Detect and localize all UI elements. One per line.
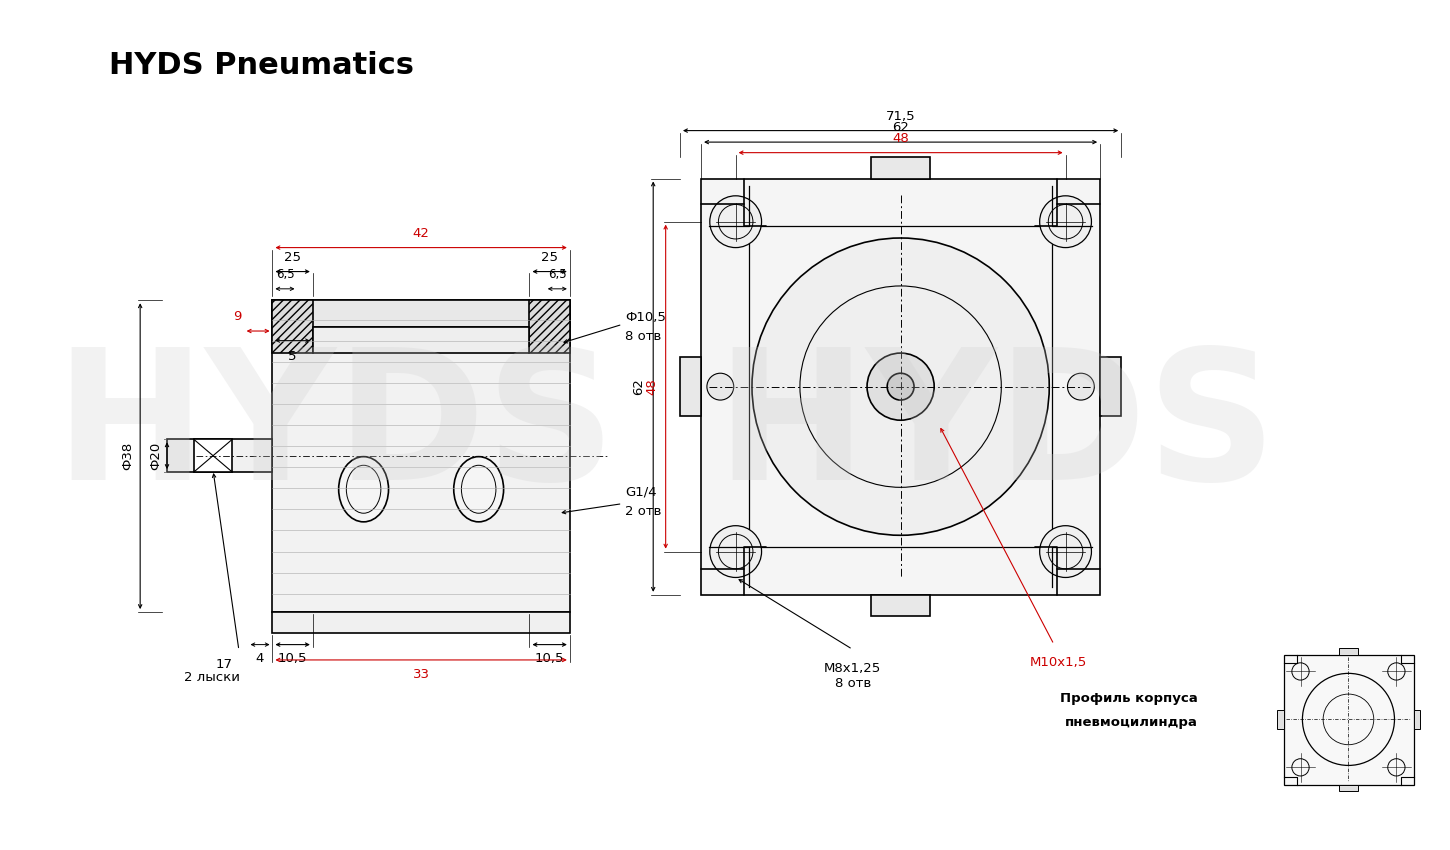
Text: 8 отв: 8 отв bbox=[835, 677, 871, 690]
Text: Ф20: Ф20 bbox=[149, 441, 162, 470]
Text: 6,5: 6,5 bbox=[548, 268, 567, 281]
Text: Профиль корпуса: Профиль корпуса bbox=[1060, 692, 1198, 705]
Bar bbox=[194, 439, 232, 472]
Bar bbox=[313, 327, 529, 353]
Text: 17: 17 bbox=[216, 658, 233, 671]
Text: 4: 4 bbox=[255, 652, 264, 666]
Text: 2 отв: 2 отв bbox=[625, 505, 661, 518]
Text: G1/4: G1/4 bbox=[625, 485, 657, 499]
Bar bbox=[529, 300, 570, 353]
Text: M8x1,25: M8x1,25 bbox=[824, 662, 882, 675]
Circle shape bbox=[1040, 196, 1092, 247]
Circle shape bbox=[722, 551, 745, 574]
Text: 10,5: 10,5 bbox=[278, 652, 307, 666]
Text: 71,5: 71,5 bbox=[886, 110, 915, 123]
Circle shape bbox=[753, 238, 1050, 536]
Circle shape bbox=[1067, 373, 1095, 400]
Text: 42: 42 bbox=[413, 227, 429, 240]
Bar bbox=[167, 439, 273, 472]
Bar bbox=[1414, 710, 1421, 729]
Text: HYDS Pneumatics: HYDS Pneumatics bbox=[109, 51, 415, 80]
Circle shape bbox=[867, 353, 934, 420]
Text: 8 отв: 8 отв bbox=[625, 331, 661, 343]
Text: M10x1,5: M10x1,5 bbox=[1030, 656, 1088, 669]
Ellipse shape bbox=[454, 456, 503, 522]
Text: 6,5: 6,5 bbox=[276, 268, 294, 281]
Bar bbox=[871, 595, 931, 616]
Bar bbox=[273, 300, 313, 353]
Text: HYDS: HYDS bbox=[54, 342, 616, 518]
Circle shape bbox=[1056, 551, 1079, 574]
Circle shape bbox=[708, 373, 734, 400]
Circle shape bbox=[722, 200, 745, 223]
Bar bbox=[273, 300, 570, 612]
Ellipse shape bbox=[339, 456, 389, 522]
Circle shape bbox=[1040, 525, 1092, 577]
Text: 33: 33 bbox=[413, 667, 429, 681]
Text: 2 лыски: 2 лыски bbox=[184, 672, 241, 684]
Circle shape bbox=[710, 525, 761, 577]
Bar bbox=[1101, 357, 1121, 416]
Bar bbox=[1338, 785, 1359, 791]
Circle shape bbox=[887, 373, 914, 400]
Bar bbox=[871, 157, 931, 178]
Text: 48: 48 bbox=[892, 132, 909, 145]
Text: 48: 48 bbox=[645, 378, 658, 395]
Bar bbox=[1338, 649, 1359, 655]
Bar bbox=[273, 612, 570, 633]
Text: 25: 25 bbox=[541, 251, 558, 264]
Bar bbox=[750, 226, 1053, 547]
Circle shape bbox=[710, 196, 761, 247]
Bar bbox=[702, 178, 1101, 595]
Text: 25: 25 bbox=[284, 251, 302, 264]
Text: 9: 9 bbox=[233, 310, 242, 323]
Text: 5: 5 bbox=[289, 350, 297, 363]
Bar bbox=[1277, 710, 1285, 729]
Bar bbox=[273, 300, 570, 327]
Bar bbox=[680, 357, 702, 416]
Bar bbox=[1285, 655, 1414, 785]
Text: пневмоцилиндра: пневмоцилиндра bbox=[1064, 716, 1198, 728]
Text: Ф38: Ф38 bbox=[122, 441, 135, 470]
Text: Ф10,5: Ф10,5 bbox=[625, 311, 666, 324]
Circle shape bbox=[1056, 200, 1079, 223]
Text: 62: 62 bbox=[892, 122, 909, 134]
Text: 10,5: 10,5 bbox=[535, 652, 564, 666]
Text: HYDS: HYDS bbox=[716, 342, 1277, 518]
Text: 62: 62 bbox=[632, 378, 645, 395]
